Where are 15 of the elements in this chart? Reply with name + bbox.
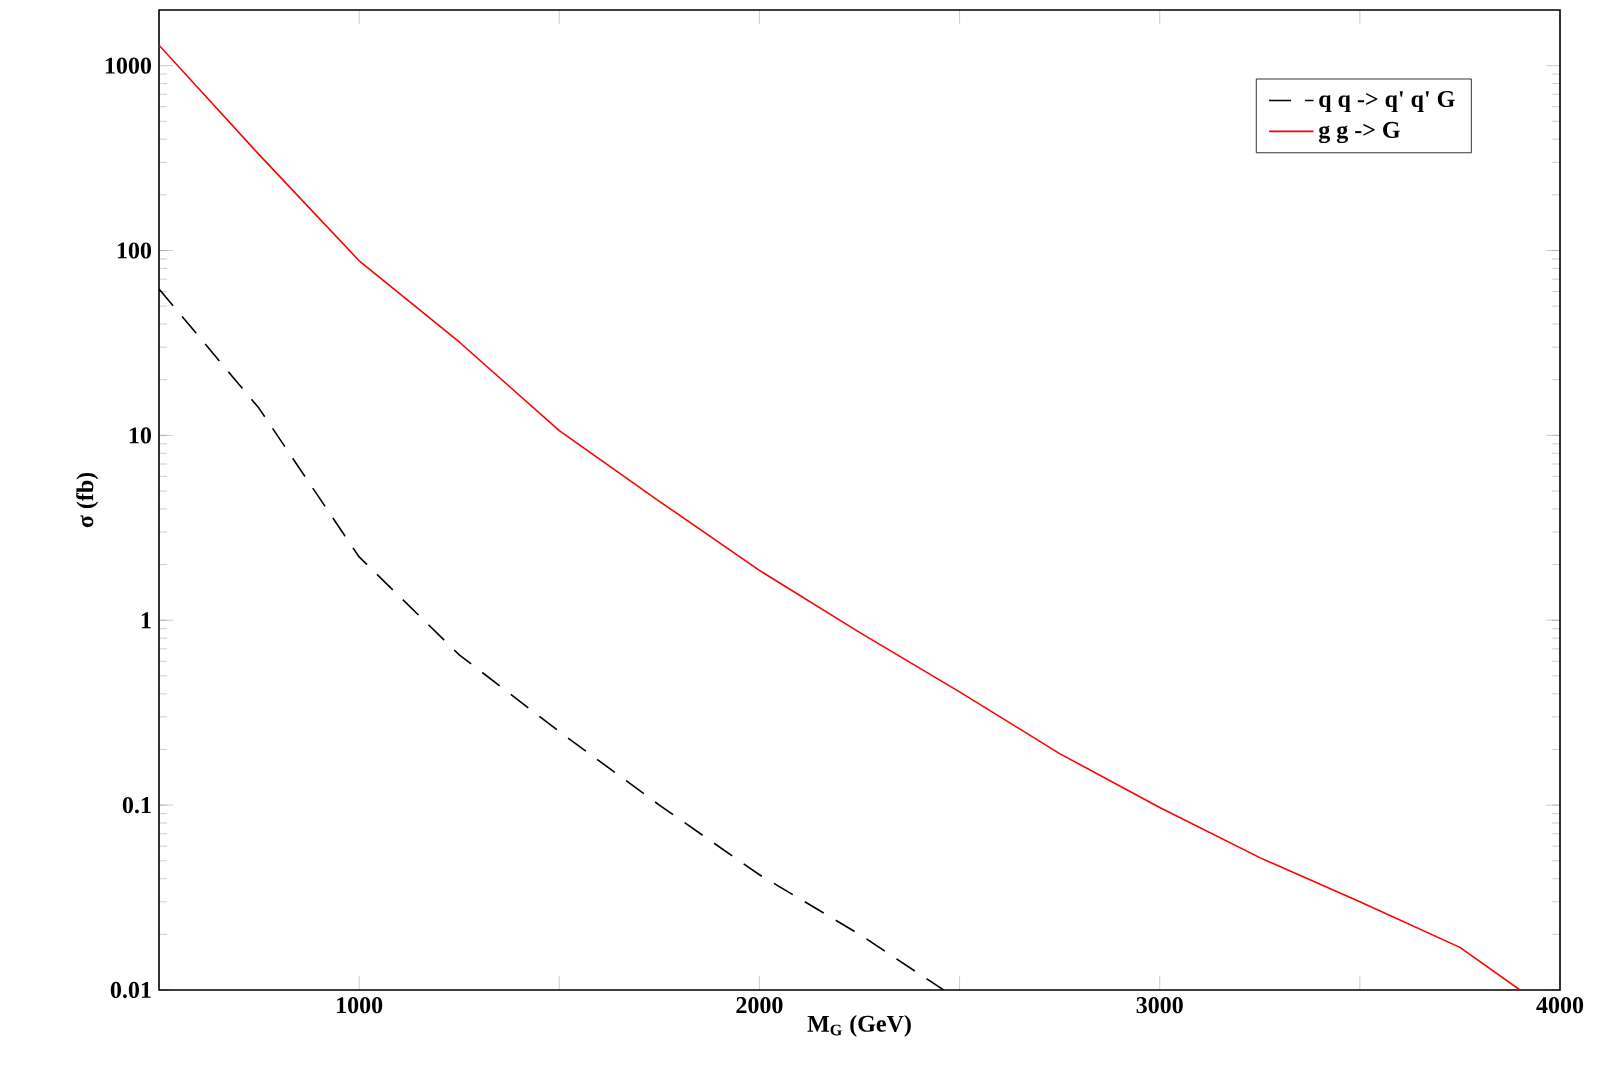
y-tick-label: 10 xyxy=(129,427,152,444)
y-axis-title: σ (fb) xyxy=(76,472,99,528)
y-tick-label: 0.01 xyxy=(110,981,151,999)
y-tick-label: 0.1 xyxy=(122,796,151,814)
x-tick-label: 2000 xyxy=(736,997,783,1014)
legend-label: g g -> G xyxy=(1318,121,1400,144)
x-tick-label: 3000 xyxy=(1136,997,1183,1014)
y-tick-label: 1000 xyxy=(105,57,152,74)
y-tick-label: 1 xyxy=(141,612,151,629)
x-axis-title: M$_{G}$ (GeV) xyxy=(807,1014,911,1037)
x-tick-label: 4000 xyxy=(1536,997,1584,1014)
x-tick-label: 1000 xyxy=(337,997,383,1014)
y-tick-label: 100 xyxy=(117,242,152,259)
line-series xyxy=(159,44,1521,990)
legend-label: q q -> q' q' G xyxy=(1319,90,1455,112)
